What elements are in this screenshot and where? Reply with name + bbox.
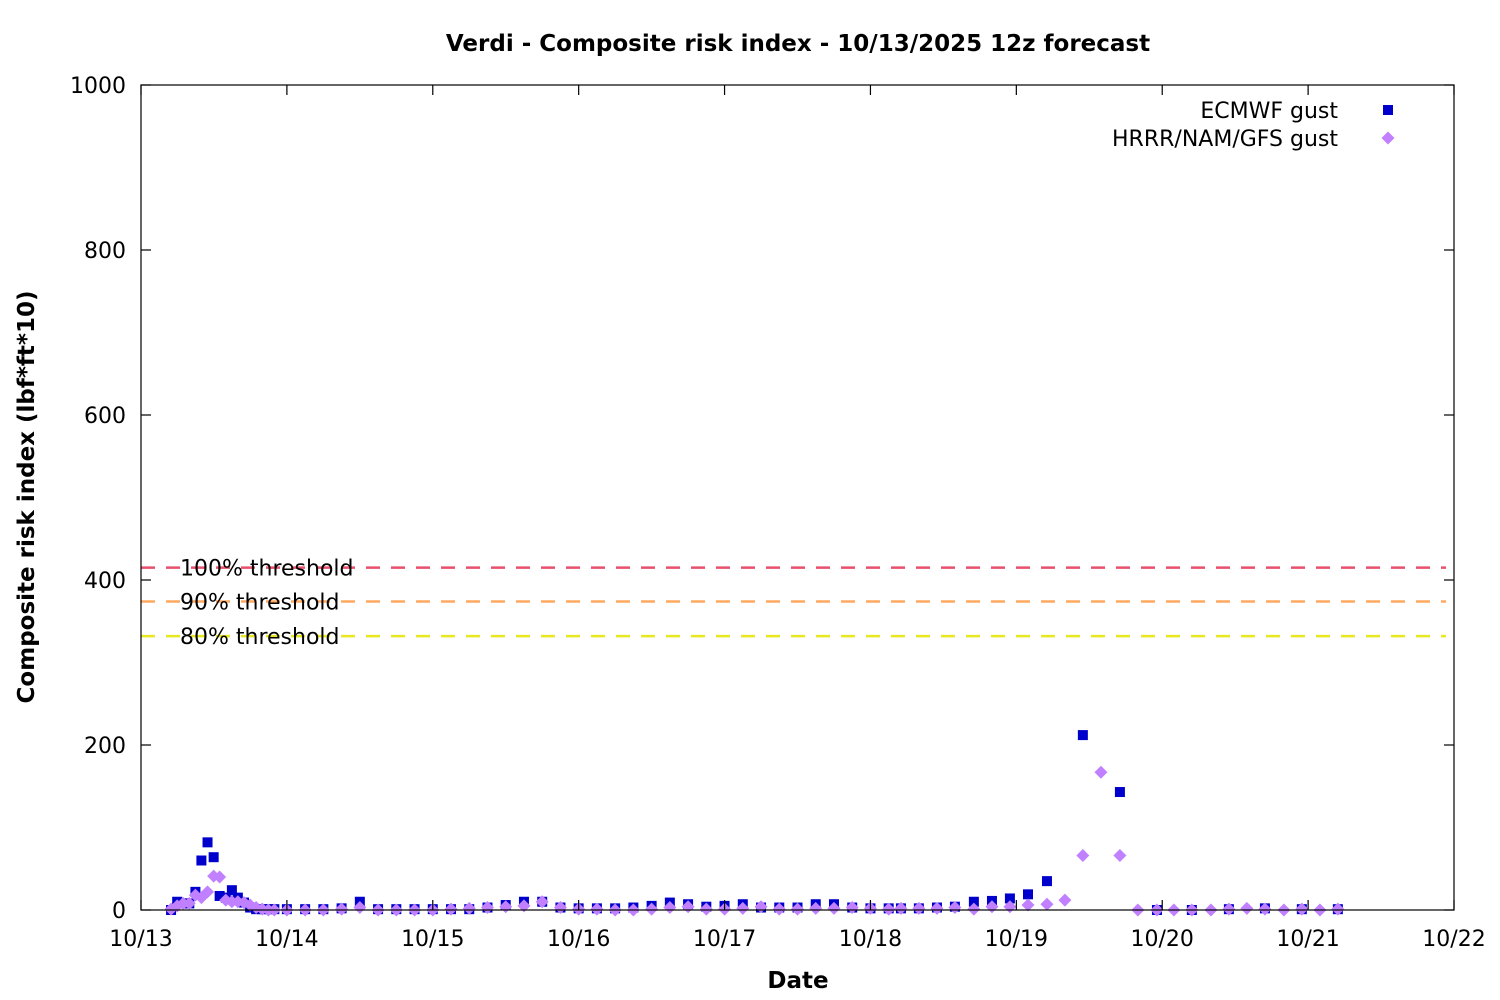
data-point: [1041, 876, 1052, 887]
x-tick-label: 10/13: [109, 927, 172, 952]
data-point: [791, 902, 804, 916]
data-point: [1023, 889, 1034, 900]
data-point: [1295, 902, 1309, 916]
threshold-label: 90% threshold: [180, 590, 340, 615]
data-point: [772, 902, 786, 916]
data-point: [968, 896, 979, 907]
data-point: [882, 902, 896, 916]
data-point: [699, 902, 713, 916]
data-point: [202, 837, 213, 848]
data-point: [948, 901, 962, 915]
plot-frame: [140, 84, 1455, 911]
data-point: [335, 902, 349, 916]
y-tick-label: 200: [84, 734, 126, 759]
data-point: [214, 890, 225, 901]
data-point: [1021, 898, 1035, 912]
data-point: [645, 902, 659, 916]
y-tick-label: 1000: [70, 74, 126, 99]
data-point: [1240, 901, 1254, 915]
chart-title: Verdi - Composite risk index - 10/13/202…: [446, 31, 1150, 57]
data-point: [827, 901, 841, 915]
legend-marker: [1381, 131, 1395, 145]
data-point: [208, 852, 219, 863]
x-tick-label: 10/14: [255, 927, 318, 952]
data-point: [1004, 893, 1015, 904]
data-point: [462, 901, 476, 915]
series-ecmwf: [166, 730, 1343, 915]
data-point: [663, 901, 677, 915]
x-tick-label: 10/18: [839, 927, 902, 952]
data-point: [1094, 765, 1108, 779]
data-point: [226, 885, 237, 896]
data-point: [517, 899, 531, 913]
threshold-label: 100% threshold: [180, 557, 354, 582]
x-tick-label: 10/16: [547, 927, 610, 952]
x-tick-label: 10/17: [693, 927, 756, 952]
data-point: [894, 901, 908, 915]
y-tick-label: 0: [112, 899, 126, 924]
data-point: [480, 901, 494, 915]
data-point: [967, 902, 981, 916]
y-tick-label: 600: [84, 404, 126, 429]
data-point: [590, 902, 604, 916]
data-point: [930, 901, 944, 915]
data-point: [912, 901, 926, 915]
data-point: [444, 902, 458, 916]
legend: ECMWF gust HRRR/NAM/GFS gust: [1112, 99, 1395, 152]
x-tick-label: 10/22: [1422, 927, 1485, 952]
data-point: [353, 901, 367, 915]
y-tick-label: 800: [84, 239, 126, 264]
legend-label-hrrr: HRRR/NAM/GFS gust: [1112, 127, 1338, 152]
data-point: [809, 901, 823, 915]
data-point: [1258, 902, 1272, 916]
x-tick-label: 10/20: [1131, 927, 1194, 952]
data-point: [1113, 849, 1127, 863]
data-point: [1058, 893, 1072, 907]
x-tick-label: 10/15: [401, 927, 464, 952]
data-point: [1076, 849, 1090, 863]
data-point: [1331, 902, 1345, 916]
y-tick-label: 400: [84, 569, 126, 594]
data-point: [1114, 787, 1125, 798]
data-point: [182, 896, 196, 910]
data-point: [1077, 730, 1088, 741]
data-point: [1040, 897, 1054, 911]
legend-label-ecmwf: ECMWF gust: [1200, 99, 1338, 124]
x-axis-label: Date: [767, 968, 828, 994]
series-hrrr-nam-gfs: [164, 765, 1345, 917]
data-point: [736, 901, 750, 915]
x-tick-label: 10/21: [1276, 927, 1339, 952]
threshold-label: 80% threshold: [180, 625, 340, 650]
data-point: [201, 885, 215, 899]
y-axis-label: Composite risk index (lbf*ft*10): [14, 291, 40, 704]
data-point: [553, 901, 567, 915]
x-tick-label: 10/19: [985, 927, 1048, 952]
data-point: [196, 855, 207, 866]
data-point: [535, 895, 549, 909]
data-point: [845, 901, 859, 915]
data-point: [1222, 902, 1236, 916]
legend-marker: [1383, 105, 1393, 115]
data-point: [213, 870, 227, 884]
